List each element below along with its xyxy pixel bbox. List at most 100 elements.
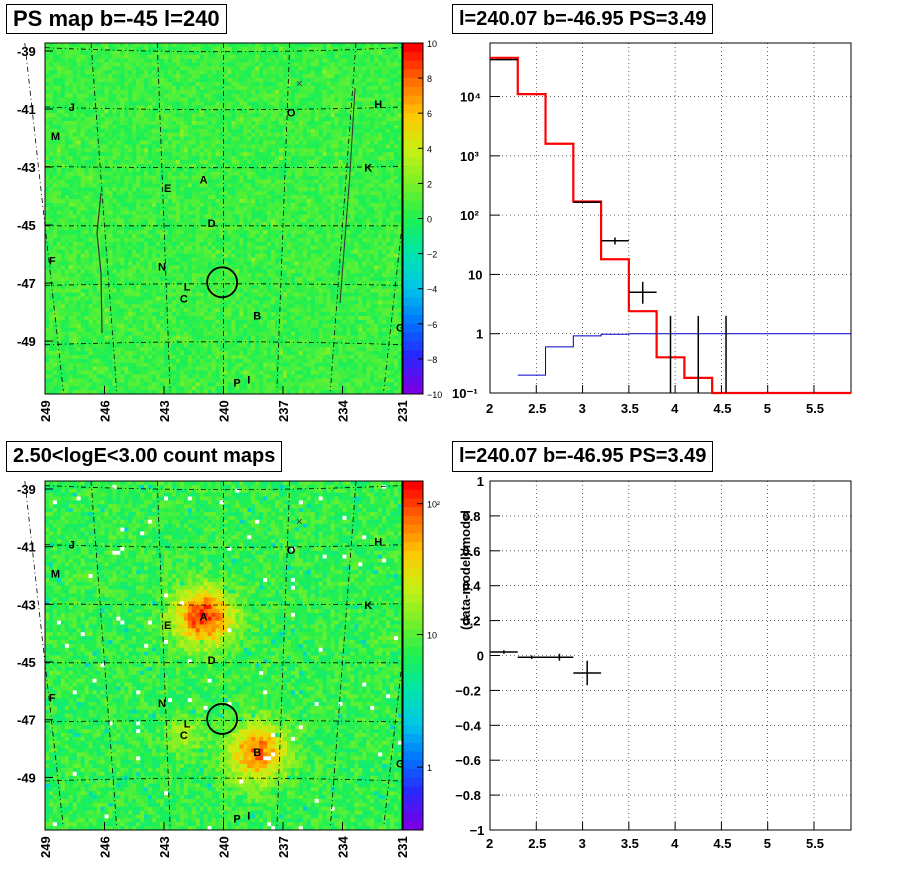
x-tick-label: 5: [764, 401, 771, 416]
ps-meridian: [156, 42, 171, 392]
y-tick-label: 0: [477, 649, 484, 664]
colorbar-label: 10: [427, 39, 437, 49]
x-tick-label: 3.5: [621, 836, 639, 851]
y-tick-label: −0.2: [455, 683, 481, 698]
source-label-N: N: [158, 698, 166, 710]
x-tick-label: 243: [157, 836, 172, 858]
title-residuals: l=240.07 b=-46.95 PS=3.49: [452, 441, 714, 472]
ps-marker-circle: [206, 266, 239, 299]
y-tick-label: 10⁴: [460, 90, 481, 105]
count-meridian: [383, 480, 423, 828]
colorbar-label: −2: [427, 250, 437, 260]
x-tick-label: 5.5: [806, 836, 824, 851]
x-tick-label: 240: [217, 836, 232, 858]
y-tick-label: -43: [17, 597, 36, 612]
source-label-M: M: [51, 131, 60, 143]
count-meridian: [156, 480, 171, 828]
y-tick-label: −0.6: [455, 753, 481, 768]
ps-meridian: [276, 42, 291, 392]
y-tick-label: 1: [476, 327, 483, 342]
x-tick-label: 240: [217, 400, 232, 422]
ps-cells: [45, 43, 403, 395]
colorbar-label: 1: [427, 763, 432, 773]
source-label-B: B: [253, 747, 261, 759]
residual-plot: 2 2.5 3 3.5 4 4.5 5 5.5 1 0.8 0.6 0.4 0.2 0 −0.2 −0.4 −0…: [455, 474, 852, 851]
model-total-line: [490, 56, 851, 395]
source-label-B: B: [253, 311, 261, 323]
y-tick-label: -49: [17, 334, 36, 349]
y-tick-label: 0.4: [462, 579, 481, 594]
ps-colorbar: 10 8 6 4 2 0 −2 −4 −6 −8 −10: [402, 39, 442, 400]
x-tick-label: 5: [764, 836, 771, 851]
source-label-D: D: [208, 218, 216, 230]
colorbar-label: −8: [427, 355, 437, 365]
source-label-M: M: [51, 568, 60, 580]
y-tick-label: -47: [17, 713, 36, 728]
count-cross: ×: [296, 514, 303, 528]
y-tick-label: −0.8: [455, 788, 481, 803]
x-tick-label: 246: [98, 400, 113, 422]
source-label-H: H: [374, 537, 382, 549]
x-tick-label: 2: [486, 836, 493, 851]
source-label-K: K: [364, 163, 372, 175]
y-tick-label: 10³: [460, 149, 479, 164]
count-meridian: [276, 480, 291, 828]
source-label-J: J: [69, 539, 75, 551]
x-tick-label: 234: [336, 836, 351, 858]
source-label-P: P: [233, 377, 240, 389]
source-label-O: O: [287, 545, 296, 557]
x-tick-label: 231: [395, 400, 410, 422]
y-tick-label: -39: [17, 482, 36, 497]
count-colorbar: 10² 10 1: [402, 480, 440, 831]
x-tick-label: 231: [395, 836, 410, 858]
colorbar-label: 8: [427, 74, 432, 84]
x-tick-label: 237: [276, 836, 291, 858]
y-tick-label: -45: [17, 218, 36, 233]
y-tick-label: 0.8: [462, 509, 480, 524]
source-label-C: C: [180, 293, 188, 305]
y-tick-label: 10: [468, 267, 482, 282]
x-tick-label: 237: [276, 400, 291, 422]
ps-meridian: [24, 42, 64, 392]
x-tick-label: 243: [157, 400, 172, 422]
y-tick-label: -41: [17, 102, 36, 117]
x-tick-label: 2.5: [528, 836, 546, 851]
x-tick-label: 3.5: [621, 401, 639, 416]
title-spectrum: l=240.07 b=-46.95 PS=3.49: [452, 4, 714, 34]
y-tick-label: -39: [17, 44, 36, 59]
colorbar-label: −10: [427, 390, 442, 400]
y-tick-label: −1: [470, 823, 485, 838]
ps-cross: ×: [296, 77, 303, 91]
source-label-N: N: [158, 261, 166, 273]
y-tick-label: 10⁻¹: [452, 386, 478, 401]
ps-map: J O H M K A E D F N LC B G P I × 249 246 243 240 237 234 231 -3…: [17, 42, 423, 422]
y-tick-label: 1: [477, 474, 484, 489]
colorbar-label: 4: [427, 144, 432, 154]
count-colorbar-frame: [402, 480, 424, 831]
source-label-G: G: [396, 322, 405, 334]
source-label-L: L: [184, 282, 191, 294]
x-tick-label: 4: [671, 836, 679, 851]
x-tick-label: 234: [336, 400, 351, 422]
colorbar-label: 6: [427, 109, 432, 119]
source-label-C: C: [180, 730, 188, 742]
ps-edge-left: [96, 192, 103, 334]
colorbar-label: −4: [427, 285, 437, 295]
source-label-E: E: [164, 183, 171, 195]
count-meridian: [329, 480, 357, 828]
source-label-E: E: [164, 620, 171, 632]
y-tick-label: −0.4: [455, 718, 481, 733]
source-label-L: L: [184, 718, 191, 730]
ps-meridian: [90, 42, 118, 392]
ps-meridian: [329, 42, 357, 392]
x-tick-label: 5.5: [806, 401, 824, 416]
source-label-I: I: [247, 374, 250, 386]
source-label-H: H: [374, 99, 382, 111]
x-tick-label: 4.5: [713, 401, 731, 416]
ps-meridian: [383, 42, 423, 392]
source-label-F: F: [49, 692, 56, 704]
x-tick-label: 249: [38, 836, 53, 858]
colorbar-label: 10: [427, 631, 437, 641]
source-label-I: I: [247, 811, 250, 823]
